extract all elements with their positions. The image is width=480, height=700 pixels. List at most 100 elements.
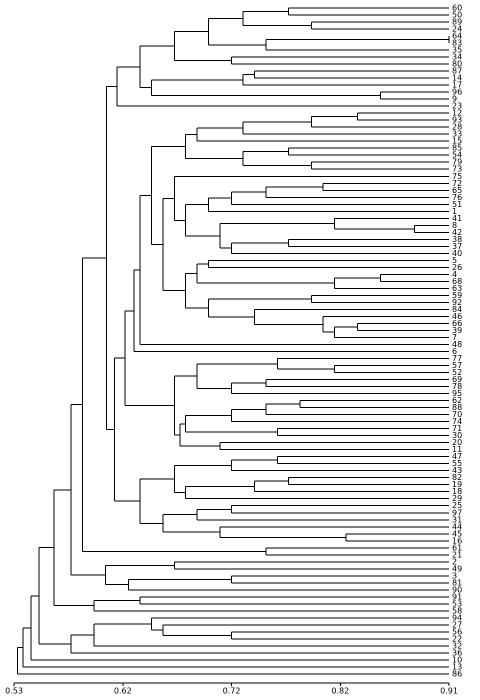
leaf-label: 92	[452, 298, 462, 307]
leaf-label: 44	[452, 522, 462, 531]
leaf-label: 81	[452, 578, 462, 587]
leaf-label: 49	[452, 564, 462, 573]
leaf-label: 95	[452, 389, 462, 398]
leaf-label: 74	[452, 417, 462, 426]
leaf-label: 38	[452, 235, 462, 244]
x-tick-label: 0.62	[114, 687, 132, 696]
leaf-label: 73	[452, 165, 462, 174]
leaf-label: 50	[452, 11, 462, 20]
leaf-label: 65	[452, 186, 462, 195]
leaf-label: 4	[452, 270, 457, 279]
leaf-label: 87	[452, 67, 462, 76]
leaf-label: 82	[452, 473, 462, 482]
leaf-label: 32	[452, 641, 462, 650]
leaf-label: 1	[452, 207, 457, 216]
leaf-label: 80	[452, 60, 462, 69]
leaf-label: 40	[452, 249, 462, 258]
leaf-label: 53	[452, 599, 462, 608]
leaf-label: 28	[452, 123, 462, 132]
leaf-label: 5	[452, 256, 457, 265]
leaf-label: 70	[452, 410, 462, 419]
leaf-label: 23	[452, 102, 462, 111]
leaf-label: 89	[452, 18, 462, 27]
x-tick-label: 0.53	[5, 687, 23, 696]
leaf-label: 71	[452, 424, 462, 433]
leaf-label: 21	[452, 550, 462, 559]
x-tick-label: 0.82	[331, 687, 349, 696]
leaf-label: 56	[452, 627, 462, 636]
leaf-label: 76	[452, 193, 462, 202]
leaf-label: 78	[452, 382, 462, 391]
x-tick-label: 0.91	[440, 687, 458, 696]
leaf-label: 58	[452, 606, 462, 615]
leaf-label: 13	[452, 662, 462, 671]
leaf-label: 9	[452, 95, 457, 104]
x-tick-label: 0.72	[223, 687, 241, 696]
leaf-label: 16	[452, 536, 462, 545]
leaf-label: 94	[452, 613, 462, 622]
leaf-label: 52	[452, 368, 462, 377]
leaf-label: 43	[452, 466, 462, 475]
leaf-label: 68	[452, 277, 462, 286]
leaf-label: 35	[452, 46, 462, 55]
leaf-label: 41	[452, 214, 462, 223]
leaf-label: 51	[452, 200, 462, 209]
leaf-label: 7	[452, 333, 457, 342]
leaf-label: 3	[452, 571, 457, 580]
leaf-label: 33	[452, 130, 462, 139]
leaf-label: 61	[452, 543, 462, 552]
leaf-label: 85	[452, 144, 462, 153]
leaf-label: 91	[452, 592, 462, 601]
leaf-label: 25	[452, 501, 462, 510]
leaf-label: 64	[452, 32, 462, 41]
leaf-label: 29	[452, 494, 462, 503]
leaf-label: 66	[452, 319, 462, 328]
leaf-label: 62	[452, 396, 462, 405]
leaf-label: 24	[452, 25, 462, 34]
leaf-label: 72	[452, 179, 462, 188]
leaf-label: 14	[452, 74, 462, 83]
leaf-label: 15	[452, 137, 462, 146]
leaf-label: 90	[452, 585, 462, 594]
leaf-label: 63	[452, 284, 462, 293]
leaf-label: 27	[452, 620, 462, 629]
leaf-label: 26	[452, 263, 462, 272]
leaf-label: 37	[452, 242, 462, 251]
leaf-label: 2	[452, 557, 457, 566]
leaf-label: 19	[452, 480, 462, 489]
leaf-label: 39	[452, 326, 462, 335]
leaf-label: 69	[452, 375, 462, 384]
leaf-label: 57	[452, 361, 462, 370]
leaf-label: 60	[452, 4, 462, 13]
leaf-label: 30	[452, 431, 462, 440]
leaf-label: 22	[452, 634, 462, 643]
leaf-label: 36	[452, 648, 462, 657]
leaf-label: 31	[452, 515, 462, 524]
leaf-label: 75	[452, 172, 462, 181]
leaf-label: 48	[452, 340, 462, 349]
leaf-label: 55	[452, 459, 462, 468]
leaf-label: 17	[452, 81, 462, 90]
leaf-label: 46	[452, 312, 462, 321]
leaf-label: 54	[452, 151, 462, 160]
leaf-label: 59	[452, 291, 462, 300]
leaf-label: 42	[452, 228, 462, 237]
leaf-label: 83	[452, 39, 462, 48]
leaf-label: 84	[452, 305, 462, 314]
leaf-label: 20	[452, 438, 462, 447]
leaf-label: 6	[452, 347, 457, 356]
leaf-label: 79	[452, 158, 462, 167]
leaf-label: 97	[452, 508, 462, 517]
leaf-label: 77	[452, 354, 462, 363]
leaf-label: 96	[452, 88, 462, 97]
leaf-label: 18	[452, 487, 462, 496]
leaf-label: 47	[452, 452, 462, 461]
leaf-label: 86	[452, 670, 462, 679]
leaf-label: 10	[452, 655, 462, 664]
leaf-label: 11	[452, 445, 462, 454]
leaf-label: 88	[452, 403, 462, 412]
leaf-label: 8	[452, 221, 457, 230]
leaf-label: 93	[452, 116, 462, 125]
